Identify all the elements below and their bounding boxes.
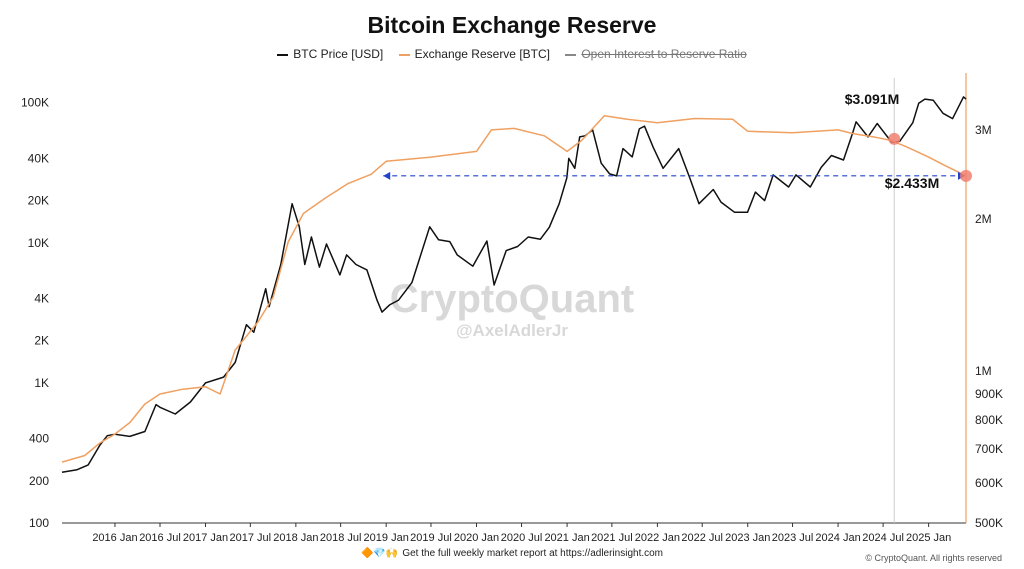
footer-promo-text: Get the full weekly market report at htt… [402, 548, 664, 559]
x-tick-label: 2016 Jan [92, 532, 137, 544]
y-left-tick-label: 400 [29, 432, 49, 446]
y-right-tick-label: 1M [975, 364, 992, 378]
x-tick-label: 2019 Jan [364, 532, 409, 544]
legend-item-btc-price[interactable]: BTC Price [USD] [277, 47, 383, 61]
chart-title: Bitcoin Exchange Reserve [367, 12, 657, 38]
x-tick-label: 2023 Jul [772, 532, 814, 544]
y-left-tick-label: 4K [34, 292, 49, 306]
x-tick-label: 2021 Jul [591, 532, 633, 544]
exchange-reserve-line [61, 114, 967, 463]
y-right-tick-label: 2M [975, 212, 992, 226]
x-tick-label: 2018 Jan [273, 532, 318, 544]
y-right-tick-label: 600K [975, 476, 1003, 490]
x-tick-label: 2024 Jul [862, 532, 904, 544]
watermark-brand: CryptoQuant [390, 277, 634, 321]
legend-label-exchange-reserve: Exchange Reserve [BTC] [414, 47, 550, 61]
legend-swatch-exchange-reserve [398, 53, 410, 56]
x-tick-label: 2025 Jan [906, 532, 951, 544]
x-tick-label: 2022 Jan [635, 532, 680, 544]
x-tick-label: 2023 Jan [725, 532, 770, 544]
y-left-tick-label: 200 [29, 474, 49, 488]
y-right-tick-label: 900K [975, 387, 1003, 401]
legend: BTC Price [USD] Exchange Reserve [BTC] O… [0, 47, 1024, 61]
y-right-tick-label: 3M [975, 123, 992, 137]
x-tick-label: 2017 Jan [183, 532, 228, 544]
x-tick-label: 2017 Jul [230, 532, 272, 544]
btc-price-line [61, 96, 967, 474]
legend-swatch-oi-ratio [565, 53, 577, 56]
legend-swatch-btc-price [277, 53, 289, 56]
y-right-tick-label: 500K [975, 516, 1003, 530]
annotation-label-peak: $3.091M [845, 91, 899, 107]
legend-item-oi-ratio[interactable]: Open Interest to Reserve Ratio [565, 47, 747, 61]
watermark-author: @AxelAdlerJr [456, 321, 568, 340]
y-left-tick-label: 1K [34, 376, 49, 390]
x-tick-label: 2021 Jan [544, 532, 589, 544]
y-left-tick-label: 20K [28, 194, 49, 208]
copyright-text: © CryptoQuant. All rights reserved [865, 553, 1002, 563]
annotation-marker-peak [888, 132, 901, 145]
x-tick-label: 2020 Jul [501, 532, 543, 544]
footer-emoji-icons: 🔶💎🙌 [360, 548, 399, 559]
y-left-tick-label: 100K [21, 96, 49, 110]
x-tick-label: 2018 Jul [320, 532, 362, 544]
x-tick-label: 2024 Jan [815, 532, 860, 544]
x-tick-label: 2016 Jul [139, 532, 181, 544]
y-right-tick-label: 800K [975, 413, 1003, 427]
annotation-label-current: $2.433M [885, 175, 939, 191]
legend-label-oi-ratio: Open Interest to Reserve Ratio [581, 47, 747, 61]
annotation-marker-current [960, 169, 972, 182]
y-right-tick-label: 700K [975, 442, 1003, 456]
x-tick-label: 2022 Jul [681, 532, 723, 544]
y-left-tick-label: 2K [34, 334, 49, 348]
x-tick-label: 2020 Jan [454, 532, 499, 544]
footer-promo[interactable]: 🔶💎🙌 Get the full weekly market report at … [0, 548, 1024, 559]
y-left-tick-label: 10K [28, 236, 49, 250]
y-left-tick-label: 40K [28, 151, 49, 165]
reference-arrow-left [383, 171, 391, 180]
y-left-tick-label: 100 [29, 516, 49, 530]
legend-label-btc-price: BTC Price [USD] [293, 47, 384, 61]
x-tick-label: 2019 Jul [410, 532, 452, 544]
legend-item-exchange-reserve[interactable]: Exchange Reserve [BTC] [398, 47, 550, 61]
